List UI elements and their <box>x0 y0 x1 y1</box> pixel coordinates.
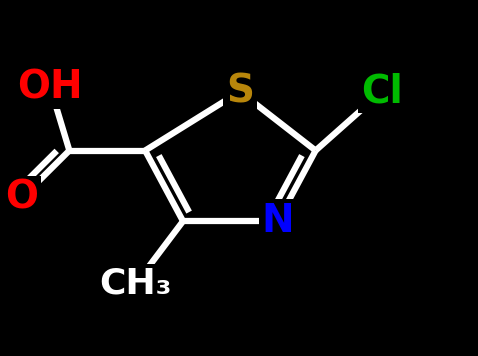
Text: OH: OH <box>18 69 83 107</box>
Text: Cl: Cl <box>361 73 403 111</box>
Text: CH₃: CH₃ <box>99 267 172 301</box>
Text: N: N <box>261 202 294 240</box>
Text: O: O <box>6 179 39 216</box>
Text: S: S <box>226 73 254 111</box>
